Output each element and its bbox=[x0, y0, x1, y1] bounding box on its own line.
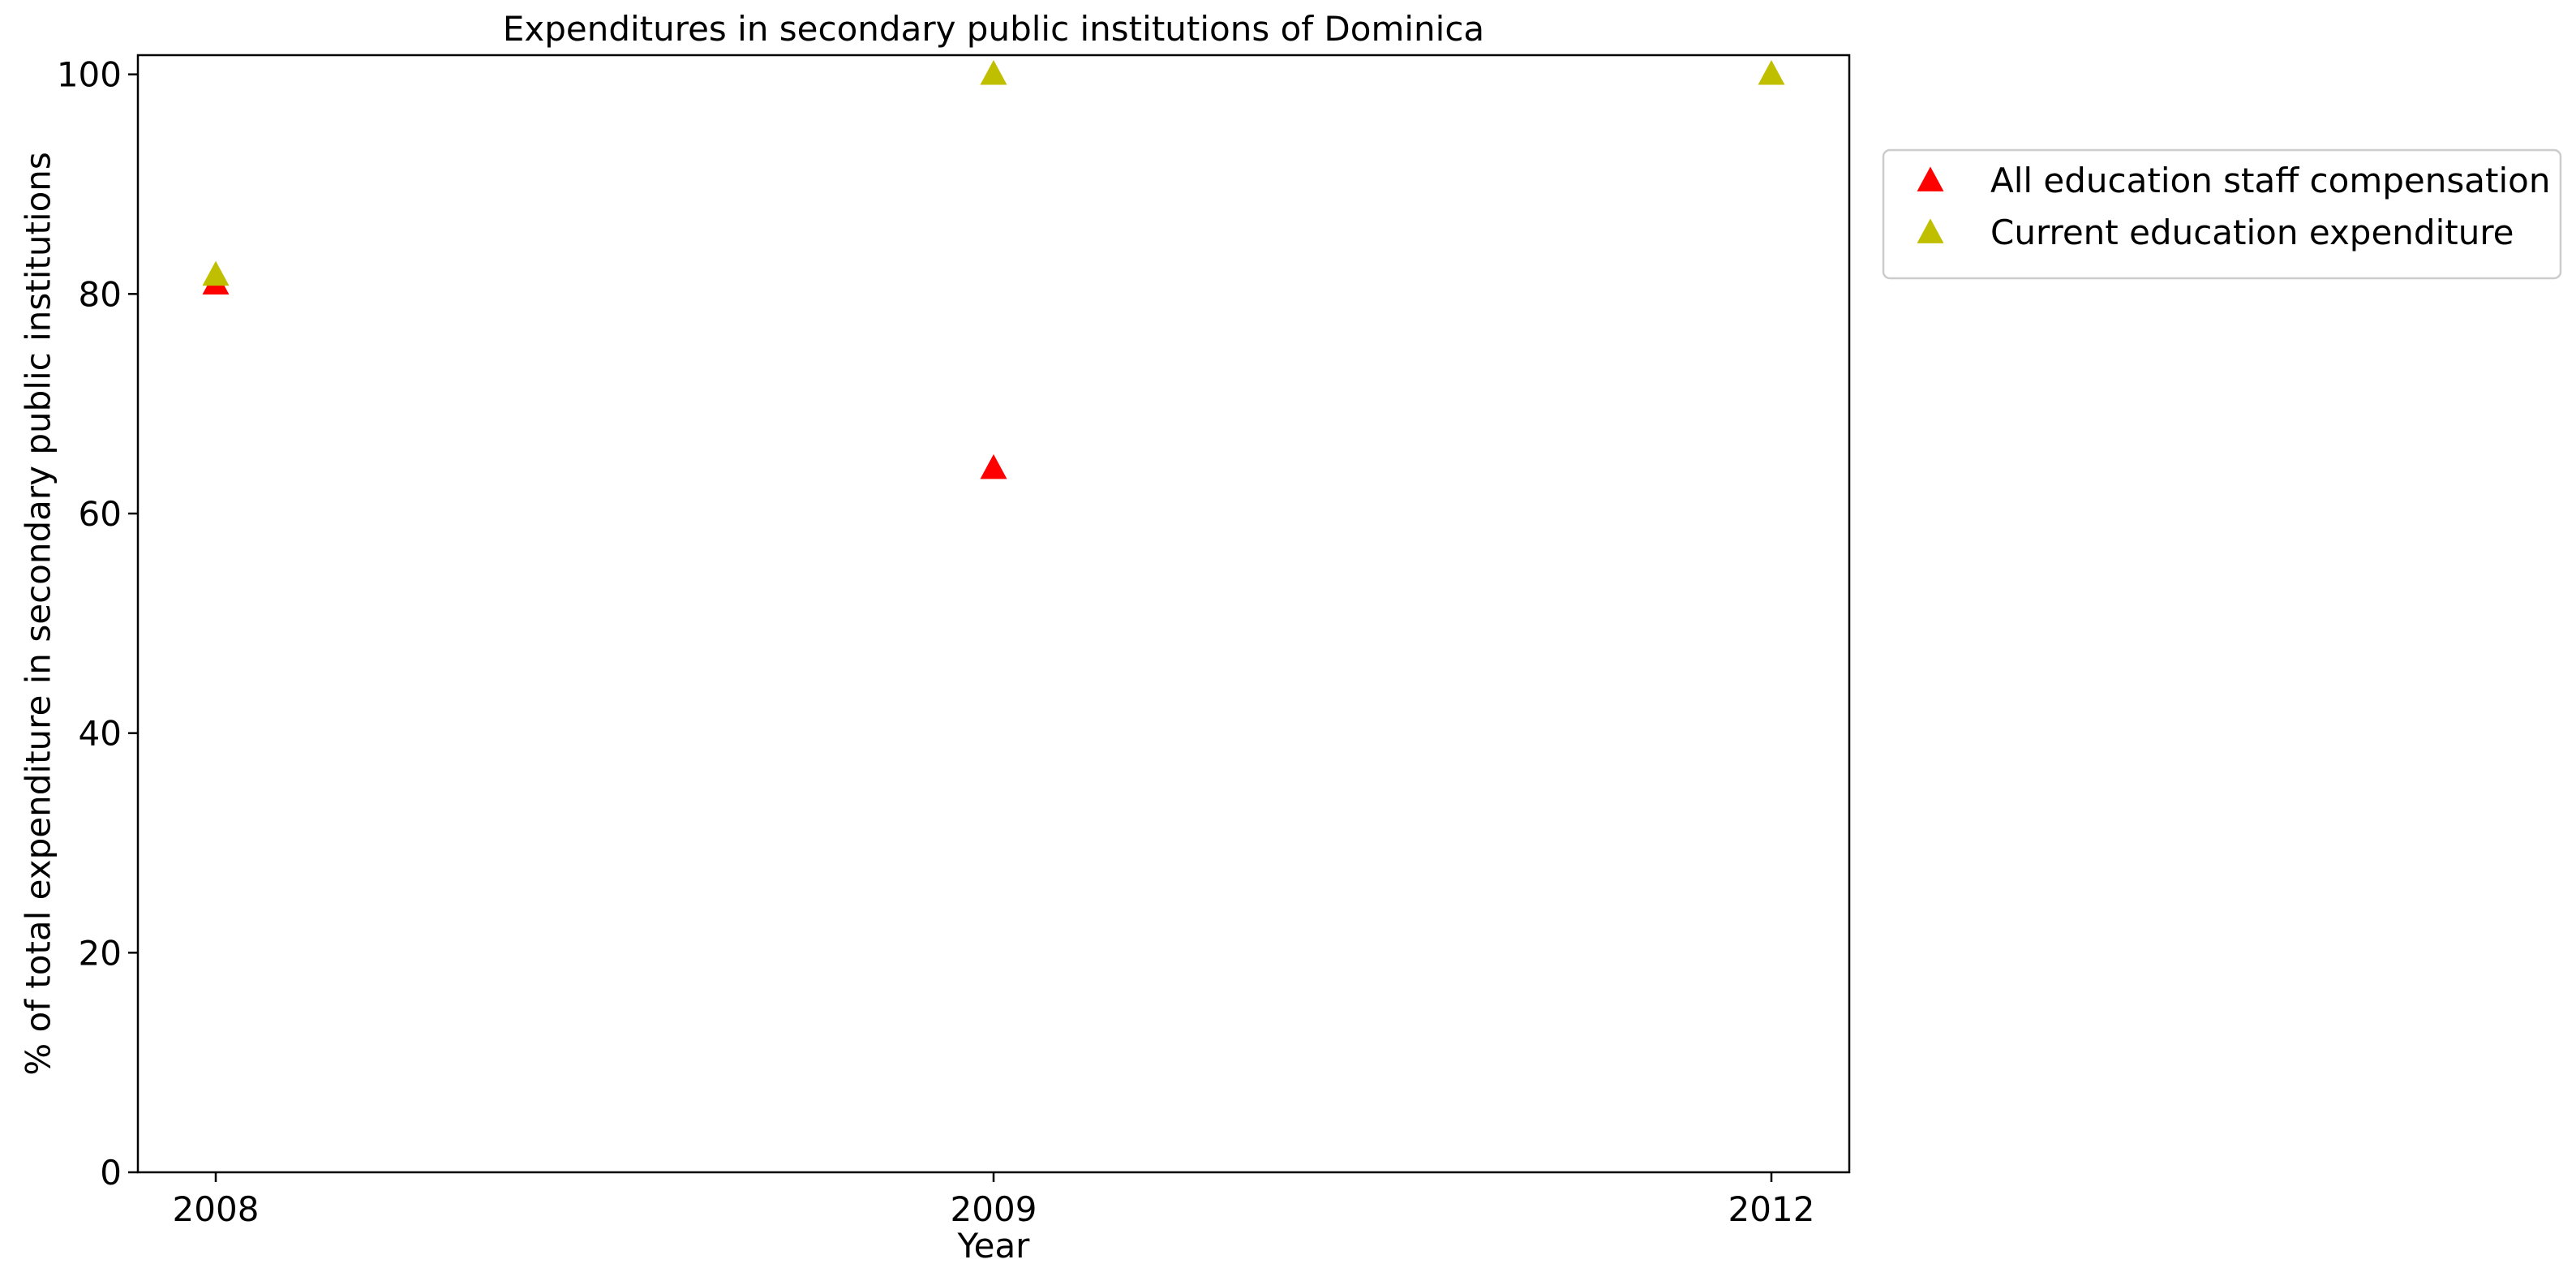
y-axis-label: % of total expenditure in secondary publ… bbox=[19, 152, 58, 1076]
y-tick-label: 20 bbox=[79, 933, 122, 973]
chart-title: Expenditures in secondary public institu… bbox=[503, 9, 1484, 49]
y-tick-label: 80 bbox=[79, 274, 122, 314]
legend-marker-1 bbox=[1917, 166, 1944, 191]
x-tick-label: 2012 bbox=[1728, 1189, 1815, 1229]
data-markers bbox=[202, 60, 1785, 479]
data-point-2 bbox=[980, 60, 1007, 85]
y-tick-label: 0 bbox=[100, 1153, 122, 1193]
x-axis: 2008 2009 2012 bbox=[173, 1172, 1815, 1229]
legend-marker-2 bbox=[1917, 218, 1944, 243]
x-tick-label: 2008 bbox=[173, 1189, 260, 1229]
plot-area: 0 20 40 60 80 100 2008 2009 2012 bbox=[57, 54, 1851, 1229]
y-tick-label: 60 bbox=[79, 494, 122, 534]
y-tick-label: 40 bbox=[79, 714, 122, 754]
legend-box bbox=[1882, 148, 2562, 280]
data-point-2 bbox=[1758, 60, 1785, 85]
y-tick-label: 100 bbox=[57, 55, 122, 95]
legend-label-1: All education staff compensation bbox=[1990, 161, 2550, 200]
y-axis: 0 20 40 60 80 100 bbox=[57, 55, 138, 1193]
legend: All education staff compensation Current … bbox=[1882, 148, 2562, 280]
x-axis-label: Year bbox=[957, 1226, 1031, 1266]
legend-label-2: Current education expenditure bbox=[1990, 213, 2514, 252]
x-tick-label: 2009 bbox=[951, 1189, 1037, 1229]
data-point-2 bbox=[202, 260, 230, 286]
data-point-1 bbox=[980, 454, 1007, 479]
